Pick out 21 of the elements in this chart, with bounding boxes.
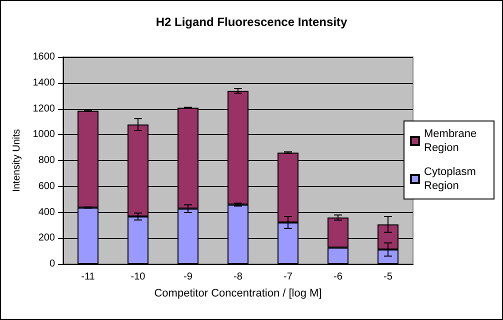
x-axis-title: Competitor Concentration / [log M] <box>154 288 322 300</box>
x-tick-label: -8 <box>234 272 243 282</box>
legend-label: Cytoplasm Region <box>424 166 480 192</box>
y-tick-label: 1400 <box>32 77 56 88</box>
y-tick-label: 1600 <box>32 52 56 62</box>
y-tick-label: 400 <box>38 206 56 218</box>
y-tick-label: 600 <box>38 180 56 192</box>
y-tick-label: 1200 <box>32 103 56 114</box>
x-tick-label: -10 <box>130 272 146 282</box>
chart-title: H2 Ligand Fluorescence Intensity <box>156 15 348 29</box>
y-tick-label: 0 <box>49 258 56 270</box>
x-tick-label: -7 <box>284 272 293 282</box>
y-tick-label: 800 <box>38 155 56 166</box>
y-axis-title: Intensity Units <box>11 129 22 192</box>
x-tick-label: -11 <box>81 272 96 282</box>
x-tick-label: -9 <box>184 272 193 282</box>
legend-label: Membrane Region <box>424 128 480 154</box>
x-tick-label: -5 <box>384 272 393 282</box>
x-tick-label: -6 <box>334 272 343 282</box>
y-tick-label: 200 <box>38 232 56 244</box>
y-tick-label: 1000 <box>32 129 56 140</box>
